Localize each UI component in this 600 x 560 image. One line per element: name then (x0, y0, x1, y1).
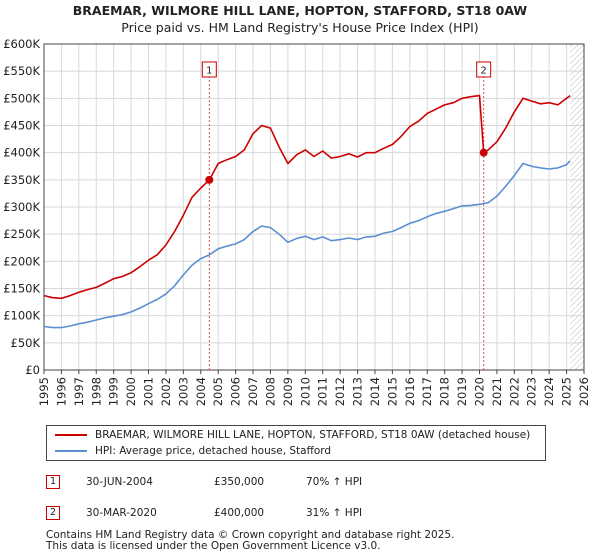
x-tick-label: 2026 (577, 377, 591, 406)
legend-label-hpi: HPI: Average price, detached house, Staf… (95, 445, 332, 457)
sale-label-box (201, 61, 217, 78)
footer-copyright: Contains HM Land Registry data © Crown c… (46, 529, 455, 541)
sale-hpi-change: 31% ↑ HPI (306, 507, 363, 519)
x-tick-label: 2005 (211, 377, 225, 406)
sale-point (205, 175, 214, 184)
x-tick-label: 2003 (176, 377, 190, 406)
price-chart: £0 £50K £100K £150K £200K £250K £300K £350K £400… (3, 37, 591, 406)
y-tick-label: £50K (11, 336, 41, 350)
y-tick-label: £200K (3, 254, 40, 268)
sale-badge: 2 (46, 506, 60, 520)
x-tick-label: 2012 (333, 377, 347, 406)
x-tick-label: 2001 (142, 377, 156, 406)
x-tick-label: 2017 (420, 377, 434, 406)
legend-swatch-hpi (55, 450, 87, 452)
y-tick-label: £250K (3, 227, 40, 241)
y-tick-label: £0 (25, 363, 40, 377)
y-tick-label: £500K (3, 91, 40, 105)
x-tick-label: 2000 (124, 377, 138, 406)
x-tick-label: 2024 (542, 377, 556, 406)
x-tick-label: 2022 (507, 377, 521, 406)
x-tick-label: 2015 (385, 377, 399, 406)
y-tick-label: £400K (3, 146, 40, 160)
legend: BRAEMAR, WILMORE HILL LANE, HOPTON, STAF… (46, 425, 546, 461)
y-tick-label: £550K (3, 64, 40, 78)
sale-point (479, 148, 488, 157)
x-tick-label: 2018 (438, 377, 452, 406)
x-tick-label: 2004 (194, 377, 208, 406)
forecast-region (570, 44, 584, 370)
sale-badge: 1 (46, 475, 60, 489)
x-tick-label: 1999 (107, 377, 121, 406)
x-tick-label: 2008 (263, 377, 277, 406)
y-tick-label: £300K (3, 200, 40, 214)
x-tick-label: 2023 (525, 377, 539, 406)
legend-label-property: BRAEMAR, WILMORE HILL LANE, HOPTON, STAF… (95, 429, 531, 441)
x-tick-label: 1996 (54, 377, 68, 406)
x-tick-label: 2002 (159, 377, 173, 406)
x-tick-label: 1995 (37, 377, 51, 406)
x-tick-label: 2010 (298, 377, 312, 406)
x-tick-label: 1998 (89, 377, 103, 406)
chart-subtitle: Price paid vs. HM Land Registry's House … (121, 20, 479, 35)
chart-title: BRAEMAR, WILMORE HILL LANE, HOPTON, STAF… (72, 3, 528, 18)
x-tick-label: 2013 (351, 377, 365, 406)
sale-date: 30-JUN-2004 (86, 476, 153, 488)
y-tick-label: £150K (3, 282, 40, 296)
legend-item-hpi: HPI: Average price, detached house, Staf… (55, 444, 331, 458)
x-tick-label: 2019 (455, 377, 469, 406)
hpi-series-line (43, 160, 571, 329)
x-tick-label: 1997 (72, 377, 86, 406)
plot-frame (43, 43, 585, 371)
y-tick-label: £600K (3, 37, 40, 51)
sale-label-text: 1 (206, 66, 212, 77)
x-tick-label: 2014 (368, 377, 382, 406)
sale-hpi-change: 70% ↑ HPI (306, 476, 363, 488)
y-tick-label: £450K (3, 119, 40, 133)
sale-label-box (476, 61, 492, 78)
footer: Contains HM Land Registry data © Crown c… (46, 530, 454, 552)
sale-price: £350,000 (214, 476, 265, 488)
sale-price: £400,000 (214, 507, 265, 519)
y-tick-label: £100K (3, 309, 40, 323)
x-tick-label: 2011 (316, 377, 330, 406)
legend-item-property: BRAEMAR, WILMORE HILL LANE, HOPTON, STAF… (55, 428, 530, 442)
x-tick-label: 2021 (490, 377, 504, 406)
footer-licence: This data is licensed under the Open Gov… (46, 540, 381, 552)
x-tick-label: 2006 (229, 377, 243, 406)
sale-label-text: 2 (480, 66, 486, 77)
legend-swatch-property (55, 434, 87, 436)
x-tick-label: 2009 (281, 377, 295, 406)
x-tick-label: 2016 (403, 377, 417, 406)
y-tick-label: £350K (3, 173, 40, 187)
sale-date: 30-MAR-2020 (86, 507, 157, 519)
x-tick-label: 2007 (246, 377, 260, 406)
x-tick-label: 2025 (560, 377, 574, 406)
x-tick-label: 2020 (472, 377, 486, 406)
